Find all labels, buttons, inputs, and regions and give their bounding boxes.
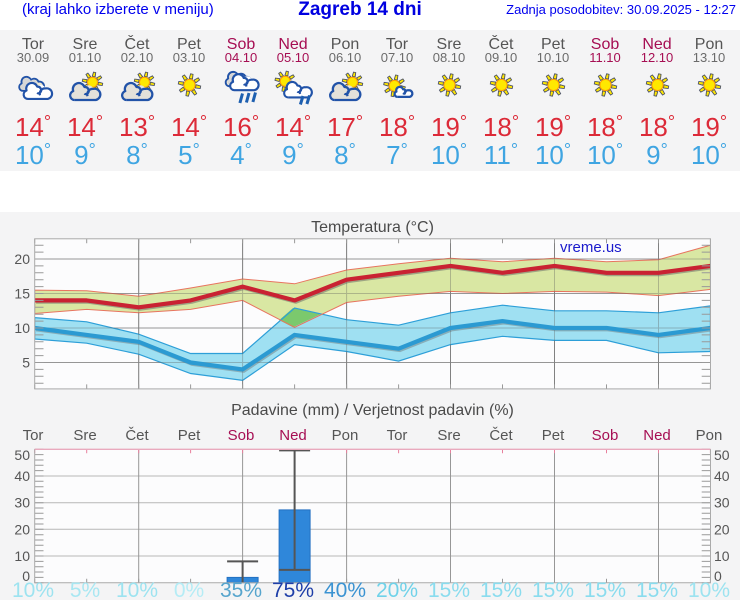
svg-text:40: 40	[714, 468, 730, 484]
svg-text:20: 20	[14, 521, 30, 537]
svg-text:50: 50	[14, 447, 30, 463]
svg-text:10: 10	[714, 548, 730, 564]
svg-text:15: 15	[14, 286, 30, 302]
svg-text:vreme.us: vreme.us	[560, 239, 622, 256]
svg-text:20: 20	[14, 251, 30, 267]
svg-text:0: 0	[714, 568, 722, 584]
svg-text:10: 10	[14, 548, 30, 564]
svg-text:0: 0	[22, 568, 30, 584]
svg-text:20: 20	[714, 521, 730, 537]
svg-text:30: 30	[14, 495, 30, 511]
svg-text:40: 40	[14, 468, 30, 484]
svg-text:5: 5	[22, 355, 30, 371]
svg-text:50: 50	[714, 447, 730, 463]
svg-text:30: 30	[714, 495, 730, 511]
svg-text:10: 10	[14, 320, 30, 336]
